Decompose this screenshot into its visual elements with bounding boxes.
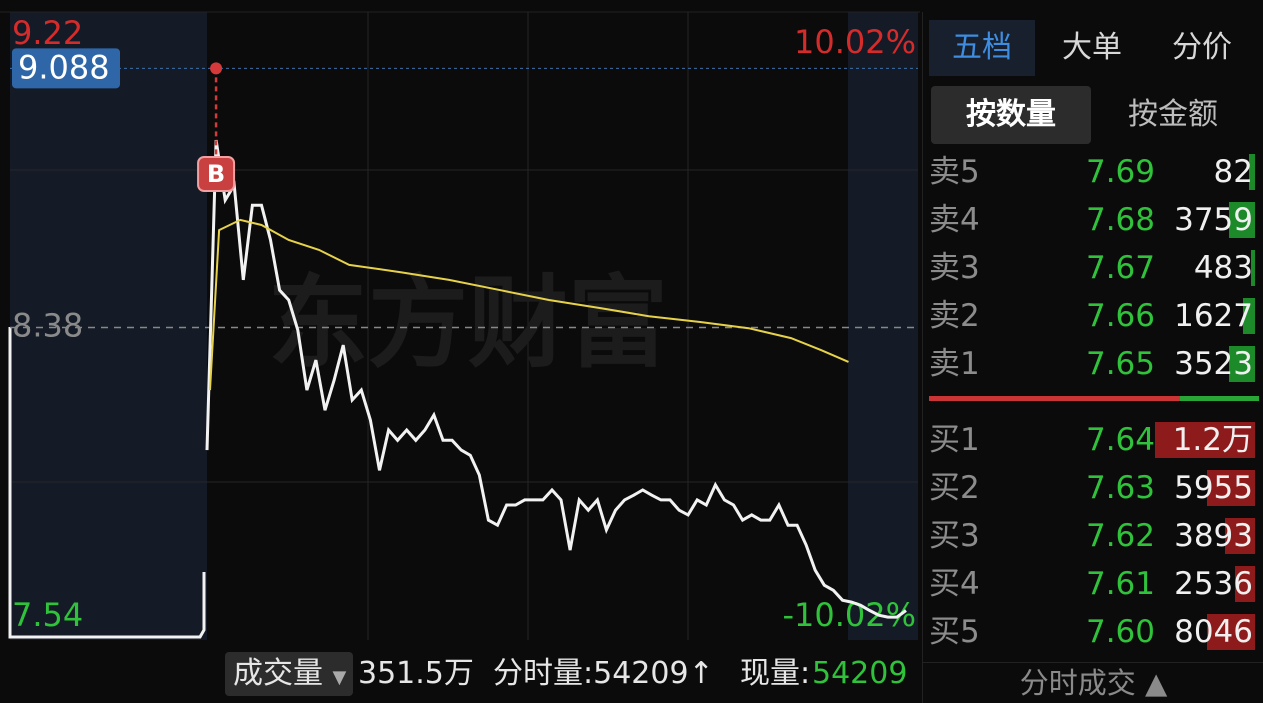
buy-row: 买4 7.61 2536 [923,562,1259,606]
level-price: 7.63 [1085,470,1155,506]
level-label: 买5 [929,614,980,650]
level-label: 卖1 [929,346,980,382]
level-price: 7.61 [1085,566,1155,602]
tab[interactable]: 五档 [929,20,1035,76]
volume-button-label: 成交量 [233,656,323,691]
crosshair-label-bg [12,48,120,89]
level-volume: 1.2万 [1172,422,1253,458]
volume-bar [1229,346,1255,382]
volume-bar [1155,422,1255,458]
level-volume: 3893 [1174,518,1253,554]
level-label: 卖2 [929,298,980,334]
level-price: 7.68 [1085,202,1155,238]
pre-market-shade [10,12,207,640]
level-price: 7.65 [1085,346,1155,382]
subtab[interactable]: 按金额 [1128,97,1218,132]
post-market-shade [848,12,918,640]
level-volume: 5955 [1174,470,1253,506]
auction-line [8,327,206,639]
y-tick-label: 8.38 [12,307,83,345]
current-volume-label: 现量: [740,656,811,691]
y-tick-label: 9.22 [12,14,83,52]
volume-bar [1243,298,1255,334]
level-volume: 3759 [1174,202,1253,238]
dropdown-arrow: ▼ [332,667,347,688]
volume-dropdown[interactable]: 成交量 ▼ [225,652,353,696]
fenshi-volume: 分时量:54209↑ [493,656,714,691]
buy-row: 买2 7.63 5955 [923,466,1259,510]
crosshair-label: 9.088 [18,48,110,86]
price-line [205,139,907,619]
volume-bar [1207,614,1255,650]
level-label: 卖4 [929,202,980,238]
watermark: 东方财富 [268,264,668,381]
volume-bar: 成交量 ▼ 351.5万 分时量:54209↑ 现量: 54209 [0,648,920,703]
buy-row: 买3 7.62 3893 [923,514,1259,558]
level-label: 买2 [929,470,980,506]
level-price: 7.67 [1085,250,1155,286]
level-volume: 82 [1213,154,1253,190]
tab[interactable]: 大单 [1062,30,1122,65]
level-price: 7.69 [1085,154,1155,190]
current-volume-value: 54209 [812,656,908,691]
sell-row: 卖3 7.67 483 [923,246,1259,290]
volume-bar [1249,154,1255,190]
level-price: 7.62 [1085,518,1155,554]
volume-bar [1251,250,1255,286]
level-price: 7.64 [1085,422,1155,458]
level-volume: 8046 [1174,614,1253,650]
buy-row: 买5 7.60 8046 [923,610,1259,654]
y-tick-label: 7.54 [12,596,83,634]
subtab[interactable]: 按数量 [931,86,1091,144]
level-label: 卖3 [929,250,980,286]
level-price: 7.60 [1085,614,1155,650]
tab[interactable]: 分价 [1172,30,1232,65]
level-volume: 2536 [1174,566,1253,602]
average-line [209,218,849,391]
y2-tick-label: 10.02% [794,23,916,61]
sell-row: 卖4 7.68 3759 [923,198,1259,242]
buy-sell-ratio [929,396,1259,401]
level-label: 卖5 [929,154,980,190]
buy-row: 买1 7.64 1.2万 [923,418,1259,462]
volume-bar [1229,202,1255,238]
level-label: 买3 [929,518,980,554]
sell-row: 卖1 7.65 3523 [923,342,1259,386]
sell-row: 卖2 7.66 1627 [923,294,1259,338]
level-price: 7.66 [1085,298,1155,334]
level-volume: 483 [1193,250,1253,286]
trade-detail-link[interactable]: 分时成交 ▲ [923,662,1263,703]
volume-bar [1235,566,1255,602]
level-volume: 3523 [1174,346,1253,382]
level-label: 买1 [929,422,980,458]
order-book: 五档 大单 分价 按数量 按金额 分时成交 ▲ 卖5 7.69 82 卖4 7.68 37… [922,12,1263,703]
crosshair-dot [210,62,223,75]
sell-row: 卖5 7.69 82 [923,150,1259,194]
volume-bar [1225,518,1255,554]
buy-marker [197,156,236,192]
level-label: 买4 [929,566,980,602]
volume-total: 351.5万 [358,656,474,691]
level-volume: 1627 [1174,298,1253,334]
volume-bar [1207,470,1255,506]
buy-marker-label: B [207,160,225,188]
